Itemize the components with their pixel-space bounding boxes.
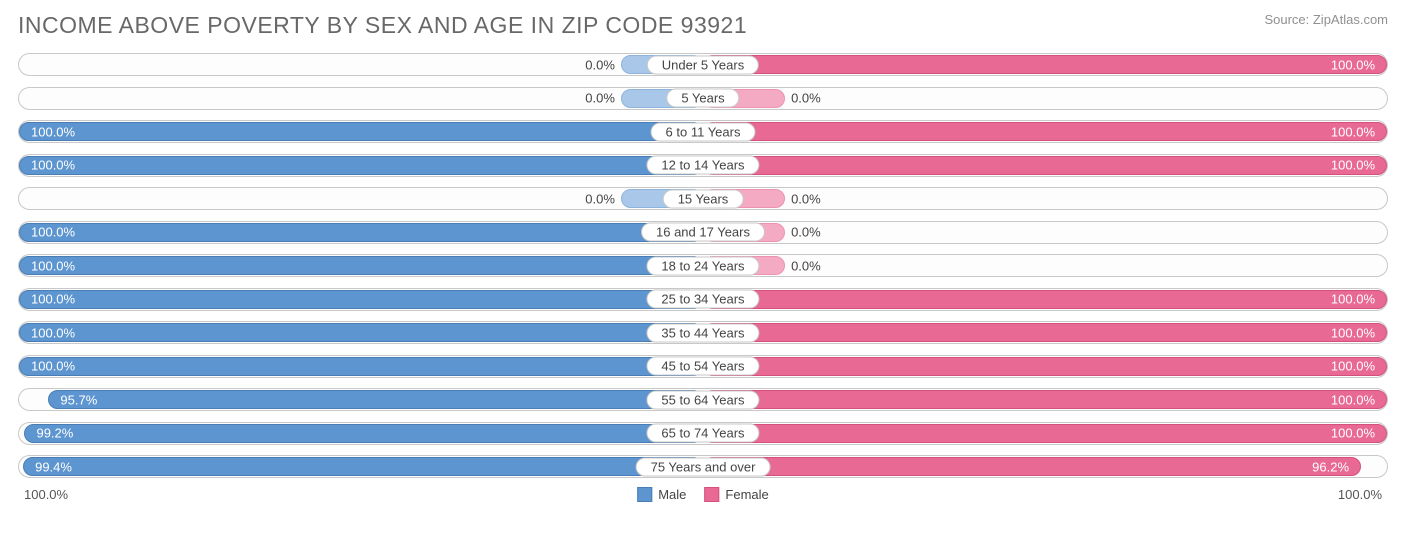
- chart-row: 0.0% 0.0% 15 Years: [18, 187, 1388, 210]
- chart-row: 100.0% 0.0% 16 and 17 Years: [18, 221, 1388, 244]
- age-label: 12 to 14 Years: [646, 156, 759, 175]
- male-value: 99.2%: [36, 426, 73, 441]
- male-bar: [23, 457, 703, 476]
- age-label: 16 and 17 Years: [641, 223, 765, 242]
- legend: Male Female: [637, 487, 769, 502]
- male-bar: [19, 357, 703, 376]
- age-label: 18 to 24 Years: [646, 256, 759, 275]
- legend-male-label: Male: [658, 487, 686, 502]
- male-bar: [24, 424, 703, 443]
- male-value: 100.0%: [31, 258, 75, 273]
- male-swatch: [637, 487, 652, 502]
- age-label: 15 Years: [663, 189, 744, 208]
- male-value: 100.0%: [31, 325, 75, 340]
- female-value: 100.0%: [1331, 57, 1375, 72]
- male-value: 100.0%: [31, 225, 75, 240]
- female-value: 100.0%: [1331, 325, 1375, 340]
- female-value: 100.0%: [1331, 426, 1375, 441]
- chart-row: 100.0% 100.0% 6 to 11 Years: [18, 120, 1388, 143]
- male-bar: [19, 256, 703, 275]
- female-bar: [703, 156, 1387, 175]
- female-bar: [703, 357, 1387, 376]
- male-value: 100.0%: [31, 359, 75, 374]
- male-value: 100.0%: [31, 158, 75, 173]
- male-value: 0.0%: [585, 57, 615, 72]
- chart-row: 100.0% 100.0% 12 to 14 Years: [18, 154, 1388, 177]
- age-label: 45 to 54 Years: [646, 357, 759, 376]
- chart-row: 100.0% 0.0% 18 to 24 Years: [18, 254, 1388, 277]
- female-value: 100.0%: [1331, 359, 1375, 374]
- female-value: 0.0%: [791, 225, 821, 240]
- axis-left-label: 100.0%: [24, 487, 68, 502]
- age-label: 25 to 34 Years: [646, 290, 759, 309]
- chart-row: 95.7% 100.0% 55 to 64 Years: [18, 388, 1388, 411]
- female-value: 100.0%: [1331, 124, 1375, 139]
- chart-row: 0.0% 100.0% Under 5 Years: [18, 53, 1388, 76]
- female-value: 100.0%: [1331, 392, 1375, 407]
- age-label: 5 Years: [666, 89, 739, 108]
- source-attribution: Source: ZipAtlas.com: [1264, 12, 1388, 27]
- female-bar: [703, 457, 1361, 476]
- chart-title: INCOME ABOVE POVERTY BY SEX AND AGE IN Z…: [18, 12, 747, 39]
- male-value: 100.0%: [31, 124, 75, 139]
- legend-male: Male: [637, 487, 686, 502]
- female-value: 100.0%: [1331, 158, 1375, 173]
- male-value: 0.0%: [585, 191, 615, 206]
- male-value: 0.0%: [585, 91, 615, 106]
- legend-female: Female: [704, 487, 768, 502]
- age-label: 35 to 44 Years: [646, 323, 759, 342]
- female-value: 0.0%: [791, 258, 821, 273]
- x-axis: 100.0% Male Female 100.0%: [18, 487, 1388, 502]
- female-value: 100.0%: [1331, 292, 1375, 307]
- female-bar: [703, 55, 1387, 74]
- chart-row: 100.0% 100.0% 25 to 34 Years: [18, 288, 1388, 311]
- female-bar: [703, 424, 1387, 443]
- chart-row: 100.0% 100.0% 35 to 44 Years: [18, 321, 1388, 344]
- axis-right-label: 100.0%: [1338, 487, 1382, 502]
- female-value: 0.0%: [791, 91, 821, 106]
- pyramid-chart: 0.0% 100.0% Under 5 Years 0.0% 0.0% 5 Years 10…: [18, 53, 1388, 478]
- male-bar: [19, 156, 703, 175]
- male-bar: [19, 290, 703, 309]
- male-bar: [19, 323, 703, 342]
- legend-female-label: Female: [725, 487, 768, 502]
- chart-row: 99.4% 96.2% 75 Years and over: [18, 455, 1388, 478]
- female-bar: [703, 323, 1387, 342]
- age-label: 65 to 74 Years: [646, 424, 759, 443]
- female-swatch: [704, 487, 719, 502]
- female-bar: [703, 390, 1387, 409]
- age-label: 75 Years and over: [636, 457, 771, 476]
- age-label: 6 to 11 Years: [651, 122, 756, 141]
- female-value: 0.0%: [791, 191, 821, 206]
- female-bar: [703, 290, 1387, 309]
- age-label: 55 to 64 Years: [646, 390, 759, 409]
- male-value: 95.7%: [60, 392, 97, 407]
- chart-row: 0.0% 0.0% 5 Years: [18, 87, 1388, 110]
- male-bar: [48, 390, 703, 409]
- age-label: Under 5 Years: [647, 55, 759, 74]
- male-bar: [19, 122, 703, 141]
- chart-row: 99.2% 100.0% 65 to 74 Years: [18, 422, 1388, 445]
- female-value: 96.2%: [1312, 459, 1349, 474]
- male-bar: [19, 223, 703, 242]
- chart-row: 100.0% 100.0% 45 to 54 Years: [18, 355, 1388, 378]
- female-bar: [703, 122, 1387, 141]
- male-value: 100.0%: [31, 292, 75, 307]
- male-value: 99.4%: [35, 459, 72, 474]
